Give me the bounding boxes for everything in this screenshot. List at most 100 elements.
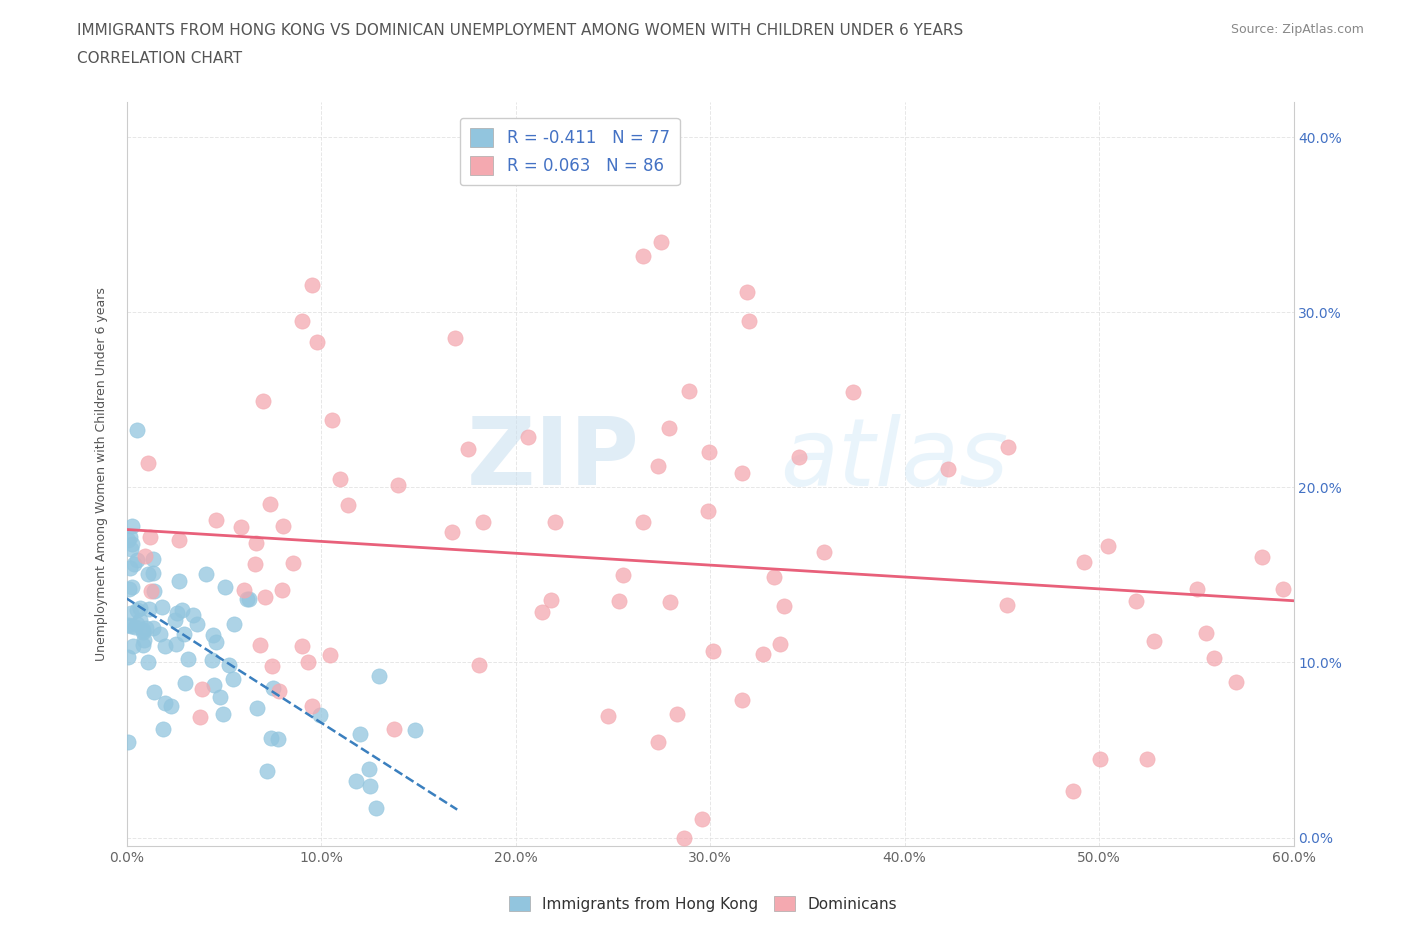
Point [762, 570, 785, 585]
Text: Source: ZipAtlas.com: Source: ZipAtlas.com [1230, 23, 1364, 36]
Point [735, 284, 758, 299]
Point [281, 555, 304, 570]
Point [165, 636, 187, 651]
Point [122, 556, 145, 571]
Point [738, 313, 761, 328]
Point [1225, 674, 1247, 689]
Point [672, 830, 695, 845]
Point [544, 514, 567, 529]
Point [121, 579, 143, 594]
Point [135, 621, 157, 636]
Point [117, 618, 139, 632]
Point [138, 530, 160, 545]
Point [127, 617, 149, 631]
Point [260, 659, 283, 674]
Point [1143, 633, 1166, 648]
Point [440, 525, 463, 539]
Point [647, 458, 669, 473]
Text: IMMIGRANTS FROM HONG KONG VS DOMINICAN UNEMPLOYMENT AMONG WOMEN WITH CHILDREN UN: IMMIGRANTS FROM HONG KONG VS DOMINICAN U… [77, 23, 963, 38]
Point [405, 723, 427, 737]
Point [321, 413, 343, 428]
Point [117, 735, 139, 750]
Point [194, 566, 217, 581]
Point [163, 613, 186, 628]
Point [152, 722, 174, 737]
Point [132, 624, 155, 639]
Point [224, 617, 246, 631]
Point [297, 654, 319, 669]
Point [540, 592, 562, 607]
Point [128, 601, 150, 616]
Point [143, 684, 166, 699]
Point [222, 671, 245, 686]
Point [218, 658, 240, 672]
Point [249, 638, 271, 653]
Point [1195, 626, 1218, 641]
Point [173, 627, 195, 642]
Point [124, 619, 146, 634]
Point [142, 565, 165, 580]
Point [1204, 650, 1226, 665]
Point [214, 579, 236, 594]
Point [138, 602, 160, 617]
Point [329, 472, 352, 486]
Point [336, 498, 359, 512]
Point [995, 598, 1018, 613]
Point [121, 606, 143, 621]
Point [166, 605, 188, 620]
Point [364, 800, 387, 815]
Point [246, 700, 269, 715]
Point [530, 604, 553, 619]
Point [731, 692, 754, 707]
Point [359, 762, 381, 777]
Point [1097, 538, 1119, 553]
Text: ZIP: ZIP [467, 414, 640, 505]
Point [236, 591, 259, 606]
Point [472, 515, 495, 530]
Point [142, 551, 165, 566]
Point [238, 591, 260, 606]
Point [136, 456, 159, 471]
Point [125, 552, 148, 567]
Point [1088, 751, 1111, 766]
Point [1251, 550, 1274, 565]
Point [245, 536, 267, 551]
Point [697, 445, 720, 459]
Point [773, 599, 796, 614]
Legend: R = -0.411   N = 77, R = 0.063   N = 86: R = -0.411 N = 77, R = 0.063 N = 86 [460, 118, 681, 185]
Point [229, 520, 252, 535]
Point [696, 503, 718, 518]
Point [152, 599, 174, 614]
Point [186, 617, 208, 631]
Point [769, 636, 792, 651]
Point [256, 764, 278, 778]
Point [344, 774, 367, 789]
Point [177, 652, 200, 667]
Text: CORRELATION CHART: CORRELATION CHART [77, 51, 242, 66]
Point [997, 440, 1019, 455]
Point [153, 639, 176, 654]
Point [607, 593, 630, 608]
Point [382, 722, 405, 737]
Point [252, 393, 274, 408]
Point [153, 696, 176, 711]
Point [658, 421, 681, 436]
Point [136, 655, 159, 670]
Point [134, 549, 156, 564]
Point [125, 603, 148, 618]
Point [209, 689, 232, 704]
Point [305, 335, 328, 350]
Point [253, 590, 276, 604]
Y-axis label: Unemployment Among Women with Children Under 6 years: Unemployment Among Women with Children U… [94, 287, 108, 661]
Point [118, 560, 141, 575]
Point [205, 512, 228, 527]
Point [1073, 554, 1095, 569]
Point [160, 698, 183, 713]
Point [259, 497, 281, 512]
Point [188, 710, 211, 724]
Point [117, 533, 139, 548]
Point [359, 778, 381, 793]
Point [142, 583, 165, 598]
Point [167, 533, 190, 548]
Point [167, 573, 190, 588]
